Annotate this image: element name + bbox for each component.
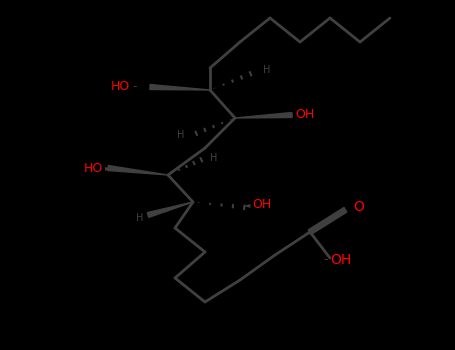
Text: OH: OH (252, 198, 271, 211)
Polygon shape (147, 202, 193, 217)
Text: -: - (132, 80, 136, 93)
Text: HO: HO (111, 80, 130, 93)
Text: -: - (324, 253, 328, 266)
Text: -: - (288, 108, 293, 121)
Polygon shape (150, 84, 210, 90)
Text: H: H (210, 153, 217, 163)
Polygon shape (108, 166, 168, 175)
Text: OH: OH (295, 108, 314, 121)
Text: H: H (177, 130, 184, 140)
Text: ►: ► (105, 163, 111, 172)
Polygon shape (235, 112, 292, 118)
Text: HO: HO (84, 161, 103, 175)
Text: OH: OH (330, 253, 351, 267)
Text: ◄: ◄ (243, 201, 250, 210)
Text: O: O (353, 200, 364, 214)
Text: H: H (136, 213, 143, 223)
Text: H: H (263, 65, 270, 75)
